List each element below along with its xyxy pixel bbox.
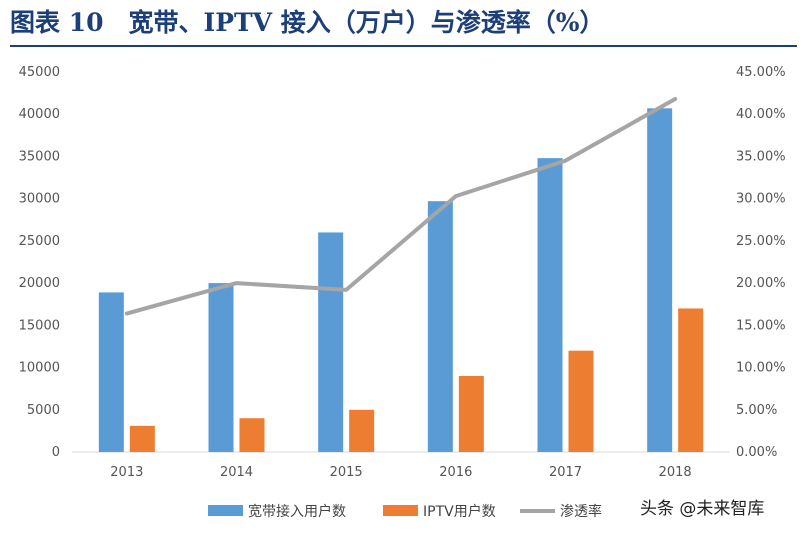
broadband-bar bbox=[98, 292, 124, 452]
penetration-line-group bbox=[124, 97, 678, 316]
broadband-bar bbox=[208, 283, 234, 452]
left-axis-tick-label: 40000 bbox=[19, 107, 60, 122]
right-axis-tick-label: 0.00% bbox=[736, 445, 777, 460]
legend-broadband: 宽带接入用户数 bbox=[208, 503, 346, 520]
left-axis-tick-label: 5000 bbox=[27, 403, 60, 418]
legend-label: 渗透率 bbox=[560, 503, 602, 520]
broadband-bar bbox=[647, 108, 673, 453]
right-axis-tick-label: 15.00% bbox=[736, 318, 786, 333]
broadband-bar bbox=[318, 232, 344, 452]
legend-swatch bbox=[383, 505, 418, 516]
penetration-rate-line bbox=[124, 97, 678, 316]
broadband-bar bbox=[537, 158, 563, 452]
iptv-bar bbox=[129, 425, 155, 452]
legend-penetration: 渗透率 bbox=[520, 503, 602, 520]
iptv-bar bbox=[239, 418, 265, 452]
x-axis-tick-label: 2018 bbox=[659, 465, 692, 480]
right-axis-tick-label: 25.00% bbox=[736, 234, 786, 249]
x-axis-tick-label: 2014 bbox=[220, 465, 253, 480]
right-axis-tick-label: 40.00% bbox=[736, 107, 786, 122]
left-axis-tick-label: 45000 bbox=[19, 65, 60, 80]
legend-iptv: IPTV用户数 bbox=[383, 503, 496, 520]
right-axis-tick-label: 5.00% bbox=[736, 403, 777, 418]
iptv-bar bbox=[568, 350, 594, 452]
legend-label: 宽带接入用户数 bbox=[248, 503, 346, 520]
iptv-bar bbox=[349, 409, 375, 452]
left-axis-tick-label: 30000 bbox=[19, 192, 60, 207]
left-axis-tick-label: 25000 bbox=[19, 234, 60, 249]
legend-label: IPTV用户数 bbox=[423, 503, 496, 520]
x-axis-tick-label: 2017 bbox=[549, 465, 582, 480]
iptv-bar bbox=[678, 308, 704, 452]
left-axis-tick-label: 0 bbox=[52, 445, 60, 460]
title-underline bbox=[10, 45, 797, 47]
x-axis-tick-label: 2016 bbox=[439, 465, 472, 480]
iptv-bar bbox=[458, 376, 484, 452]
legend-swatch bbox=[208, 505, 243, 516]
right-axis-tick-label: 35.00% bbox=[736, 149, 786, 164]
right-axis-tick-label: 10.00% bbox=[736, 361, 786, 376]
right-axis-ticks: 0.00% 5.00% 10.00% 15.00% 20.00% 25.00% 30.00%… bbox=[736, 65, 786, 460]
right-axis-tick-label: 20.00% bbox=[736, 276, 786, 291]
left-axis-tick-label: 15000 bbox=[19, 318, 60, 333]
left-axis-tick-label: 20000 bbox=[19, 276, 60, 291]
legend: 宽带接入用户数 IPTV用户数 渗透率 bbox=[208, 503, 602, 520]
left-axis-tick-label: 10000 bbox=[19, 361, 60, 376]
x-axis-labels: 2013 2014 2015 2016 2017 2018 bbox=[110, 465, 691, 480]
right-axis-tick-label: 45.00% bbox=[736, 65, 786, 80]
watermark-text: 头条 @未来智库 bbox=[640, 499, 764, 519]
right-axis-tick-label: 30.00% bbox=[736, 192, 786, 207]
chart-title: 图表 10 宽带、IPTV 接入（万户）与渗透率（%） bbox=[10, 8, 605, 37]
x-axis-tick-label: 2013 bbox=[110, 465, 143, 480]
broadband-bar bbox=[427, 201, 453, 452]
x-axis-tick-label: 2015 bbox=[330, 465, 363, 480]
left-axis-tick-label: 35000 bbox=[19, 149, 60, 164]
left-axis-ticks: 0 5000 10000 15000 20000 25000 30000 35000 40000… bbox=[19, 65, 60, 460]
bars bbox=[98, 108, 704, 453]
